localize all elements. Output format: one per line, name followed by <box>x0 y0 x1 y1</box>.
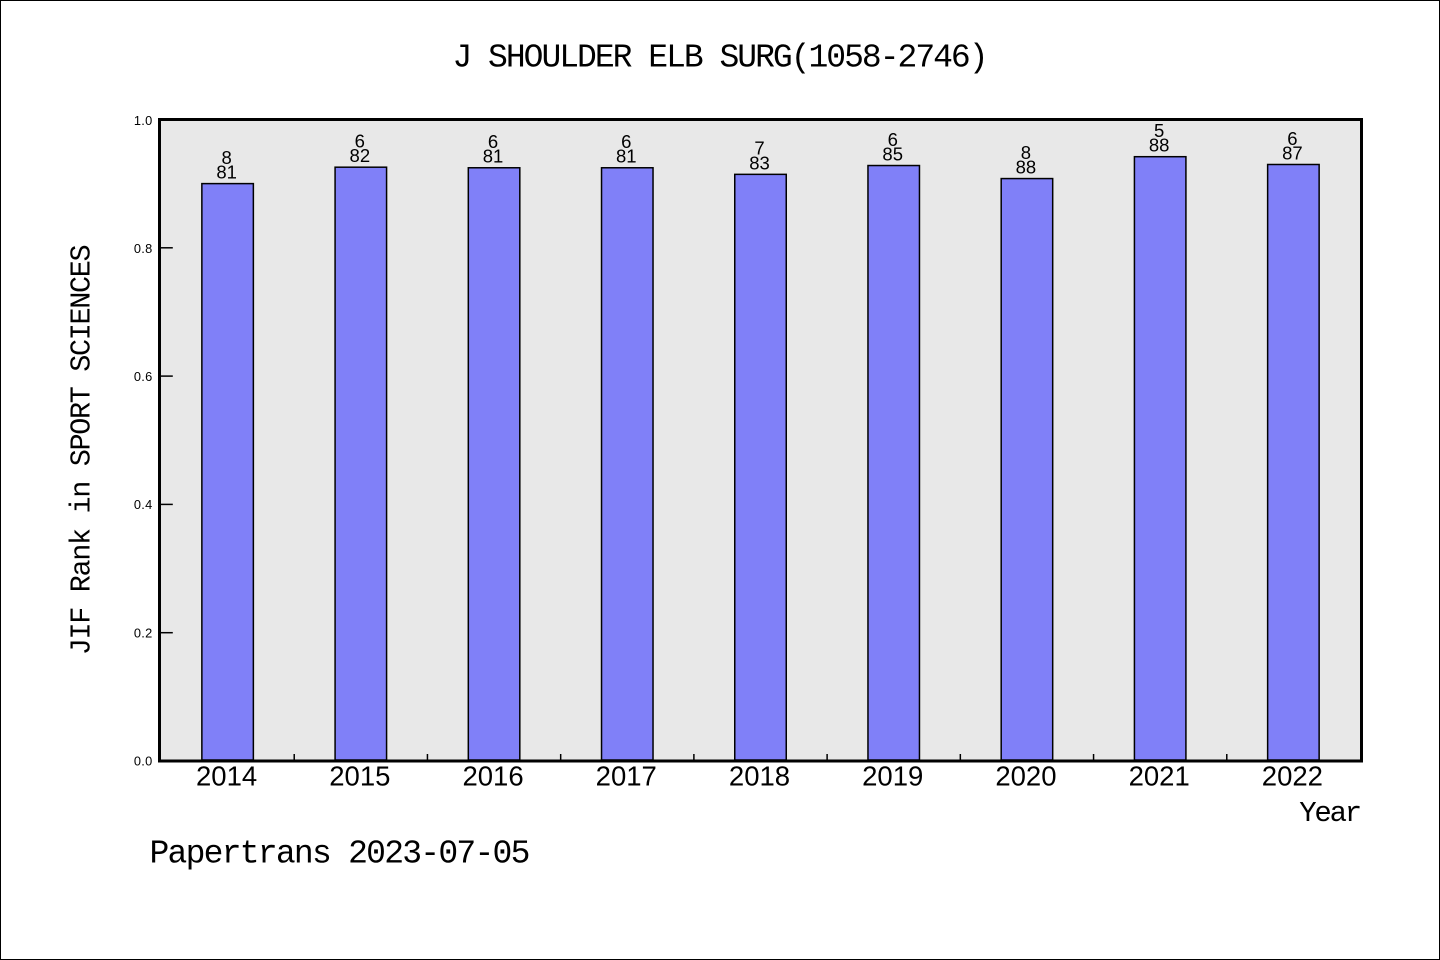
svg-text:82: 82 <box>350 145 371 166</box>
svg-text:2019: 2019 <box>862 761 923 792</box>
svg-text:88: 88 <box>1149 135 1170 156</box>
svg-text:2017: 2017 <box>596 761 657 792</box>
svg-text:Year: Year <box>1299 797 1360 830</box>
svg-text:7: 7 <box>754 138 764 159</box>
svg-text:Papertrans 2023-07-05: Papertrans 2023-07-05 <box>150 835 529 872</box>
svg-text:81: 81 <box>616 146 637 167</box>
svg-text:JIF Rank in SPORT SCIENCES: JIF Rank in SPORT SCIENCES <box>66 245 99 655</box>
svg-text:6: 6 <box>355 131 365 152</box>
svg-text:88: 88 <box>1016 157 1037 178</box>
svg-text:83: 83 <box>749 152 770 173</box>
svg-text:6: 6 <box>888 129 898 150</box>
svg-text:6: 6 <box>488 131 498 152</box>
svg-text:2022: 2022 <box>1262 761 1323 792</box>
svg-text:2016: 2016 <box>462 761 523 792</box>
svg-text:0.0: 0.0 <box>134 753 153 768</box>
svg-text:8: 8 <box>221 147 231 168</box>
svg-text:0.4: 0.4 <box>134 497 153 512</box>
svg-text:2018: 2018 <box>729 761 790 792</box>
svg-text:81: 81 <box>216 162 237 183</box>
svg-text:5: 5 <box>1154 120 1164 141</box>
svg-text:2014: 2014 <box>196 761 257 792</box>
svg-text:2020: 2020 <box>995 761 1056 792</box>
svg-text:87: 87 <box>1282 142 1303 163</box>
svg-text:0.8: 0.8 <box>134 241 153 256</box>
svg-text:J SHOULDER ELB SURG(1058-2746): J SHOULDER ELB SURG(1058-2746) <box>452 39 986 76</box>
svg-text:2021: 2021 <box>1129 761 1190 792</box>
svg-text:1.0: 1.0 <box>134 113 153 128</box>
svg-text:81: 81 <box>483 146 504 167</box>
svg-text:8: 8 <box>1021 142 1031 163</box>
svg-text:85: 85 <box>882 143 903 164</box>
svg-text:6: 6 <box>621 131 631 152</box>
svg-text:0.2: 0.2 <box>134 625 153 640</box>
svg-text:2015: 2015 <box>329 761 390 792</box>
svg-text:0.6: 0.6 <box>134 369 153 384</box>
svg-text:6: 6 <box>1287 128 1297 149</box>
